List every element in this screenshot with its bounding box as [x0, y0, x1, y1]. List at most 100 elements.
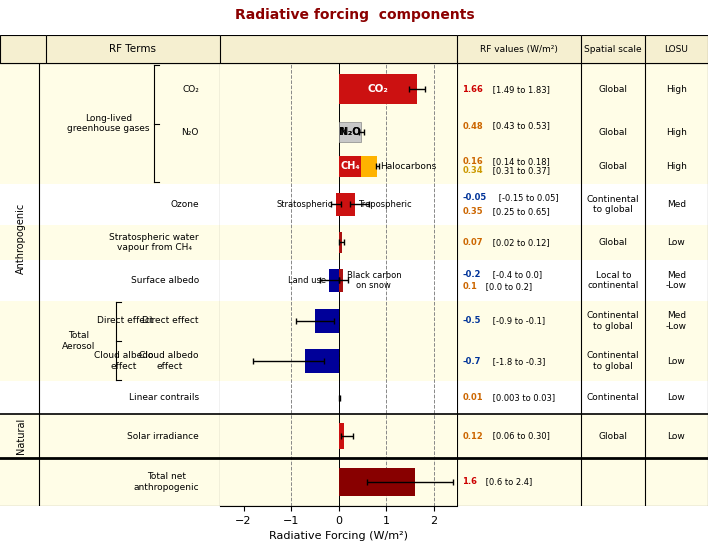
- Text: [0.02 to 0.12]: [0.02 to 0.12]: [489, 238, 549, 247]
- Text: 0.16: 0.16: [462, 157, 483, 166]
- Text: Stratospheric water
vapour from CH₄: Stratospheric water vapour from CH₄: [109, 233, 199, 252]
- Text: Halocarbons: Halocarbons: [380, 162, 437, 171]
- Bar: [220, 115, 457, 149]
- Bar: [0, 115, 46, 149]
- Bar: [457, 35, 581, 63]
- Text: RF Terms: RF Terms: [109, 44, 157, 54]
- Text: [0.31 to 0.37]: [0.31 to 0.37]: [489, 166, 549, 176]
- Bar: [46, 35, 220, 63]
- Bar: [0, 63, 46, 115]
- Text: Med: Med: [667, 200, 686, 209]
- Bar: [46, 115, 220, 149]
- Text: [-1.8 to -0.3]: [-1.8 to -0.3]: [489, 357, 545, 366]
- Text: [0.6 to 2.4]: [0.6 to 2.4]: [483, 478, 532, 486]
- Text: Cloud albedo
effect: Cloud albedo effect: [94, 351, 154, 371]
- Bar: [457, 184, 581, 225]
- Bar: [645, 458, 708, 506]
- Text: Total
Aerosol: Total Aerosol: [62, 331, 96, 351]
- Text: N₂O: N₂O: [339, 127, 361, 137]
- Text: 1.66: 1.66: [462, 85, 483, 94]
- Bar: [220, 415, 457, 458]
- Text: Global: Global: [599, 431, 627, 441]
- Bar: [645, 115, 708, 149]
- Text: Global: Global: [599, 238, 627, 247]
- Text: [0.43 to 0.53]: [0.43 to 0.53]: [489, 121, 549, 131]
- Bar: [306, 349, 339, 373]
- Bar: [220, 261, 457, 301]
- Text: Low: Low: [667, 393, 686, 402]
- Text: [0.003 to 0.03]: [0.003 to 0.03]: [489, 393, 554, 402]
- Text: CH₄: CH₄: [340, 162, 359, 171]
- Bar: [220, 35, 457, 63]
- Bar: [220, 63, 457, 115]
- Bar: [581, 341, 645, 381]
- Text: Radiative forcing  components: Radiative forcing components: [235, 8, 474, 22]
- Text: 0.1: 0.1: [462, 282, 477, 291]
- Bar: [457, 225, 581, 261]
- Text: Direct effect: Direct effect: [97, 316, 154, 325]
- Bar: [339, 423, 345, 449]
- Text: [-0.9 to -0.1]: [-0.9 to -0.1]: [489, 316, 545, 325]
- Text: Low: Low: [667, 431, 686, 441]
- Text: Global: Global: [599, 85, 627, 94]
- Text: Low: Low: [667, 238, 686, 247]
- Bar: [645, 63, 708, 115]
- Bar: [457, 149, 581, 184]
- Bar: [581, 261, 645, 301]
- Bar: [581, 149, 645, 184]
- Text: 0.48: 0.48: [462, 121, 483, 131]
- Bar: [339, 468, 415, 496]
- Text: Anthropogenic: Anthropogenic: [16, 203, 26, 274]
- Bar: [457, 458, 581, 506]
- Bar: [457, 261, 581, 301]
- Bar: [645, 341, 708, 381]
- Bar: [46, 458, 220, 506]
- Text: -0.2: -0.2: [462, 270, 481, 279]
- Text: Land use: Land use: [288, 276, 325, 285]
- Bar: [339, 269, 343, 292]
- Bar: [0, 261, 46, 301]
- Text: High: High: [666, 127, 687, 137]
- Bar: [457, 63, 581, 115]
- Text: [0.06 to 0.30]: [0.06 to 0.30]: [489, 431, 549, 441]
- Bar: [581, 63, 645, 115]
- Text: [0.25 to 0.65]: [0.25 to 0.65]: [489, 207, 549, 216]
- Bar: [457, 415, 581, 458]
- Bar: [0, 184, 46, 225]
- Text: Total net
anthropogenic: Total net anthropogenic: [133, 472, 199, 492]
- Text: Continental
to global: Continental to global: [587, 351, 640, 371]
- X-axis label: Radiative Forcing (W/m²): Radiative Forcing (W/m²): [269, 531, 408, 541]
- Text: Tropospheric: Tropospheric: [359, 200, 412, 209]
- Bar: [220, 301, 457, 341]
- Bar: [220, 184, 457, 225]
- Text: High: High: [666, 85, 687, 94]
- Bar: [46, 184, 220, 225]
- Text: 0.12: 0.12: [462, 431, 483, 441]
- Bar: [329, 269, 339, 292]
- Text: Med
-Low: Med -Low: [666, 271, 687, 290]
- Bar: [220, 149, 457, 184]
- Bar: [46, 341, 220, 381]
- Bar: [339, 74, 418, 104]
- Bar: [645, 184, 708, 225]
- Text: -0.5: -0.5: [462, 316, 481, 325]
- Bar: [220, 381, 457, 415]
- Bar: [220, 341, 457, 381]
- Bar: [645, 35, 708, 63]
- Bar: [0, 341, 46, 381]
- Bar: [581, 381, 645, 415]
- Bar: [645, 261, 708, 301]
- Text: CO₂: CO₂: [182, 85, 199, 94]
- Text: High: High: [666, 162, 687, 171]
- Text: Global: Global: [599, 162, 627, 171]
- Bar: [581, 458, 645, 506]
- Text: -0.7: -0.7: [462, 357, 481, 366]
- Text: Continental: Continental: [587, 393, 640, 402]
- Text: 1.6: 1.6: [462, 478, 477, 486]
- Text: Continental
to global: Continental to global: [587, 195, 640, 214]
- Bar: [315, 309, 339, 332]
- Bar: [46, 63, 220, 115]
- Text: Low: Low: [667, 357, 686, 366]
- Text: Ozone: Ozone: [170, 200, 199, 209]
- Bar: [0, 301, 46, 341]
